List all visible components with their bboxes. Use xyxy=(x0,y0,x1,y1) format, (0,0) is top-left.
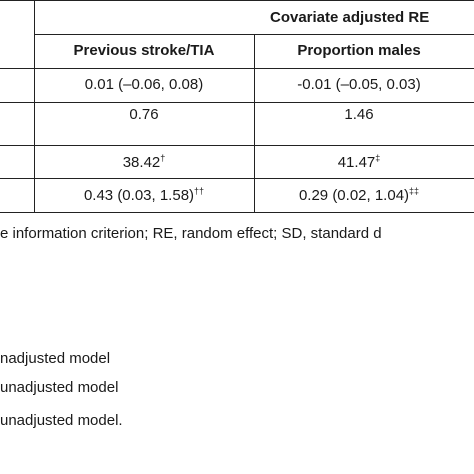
group-header: Covariate adjusted RE xyxy=(270,9,430,26)
table-cell: 41.47‡ xyxy=(337,153,381,172)
footnote-line: unadjusted model xyxy=(0,379,119,396)
column-header-proportion-males: Proportion males xyxy=(297,42,421,59)
abbreviations-footnote: e information criterion; RE, random effe… xyxy=(0,225,382,242)
table-cell: -0.01 (–0.05, 0.03) xyxy=(297,76,421,93)
footnote-line: nadjusted model xyxy=(0,350,111,367)
table-bottom-border xyxy=(0,212,474,213)
row-divider xyxy=(0,102,474,103)
row-divider xyxy=(0,145,474,146)
table-cell: 1.46 xyxy=(344,106,374,123)
table-top-border xyxy=(0,0,474,1)
column-header-previous-stroke: Previous stroke/TIA xyxy=(73,42,215,59)
column-divider xyxy=(34,0,35,213)
table-cell: 0.76 xyxy=(129,106,159,123)
header-bottom-border xyxy=(0,68,474,69)
table-cell: 38.42† xyxy=(122,153,166,172)
table-cell: 0.29 (0.02, 1.04)‡‡ xyxy=(298,186,420,205)
table-cell: 0.01 (–0.06, 0.08) xyxy=(84,76,204,93)
table-cell: 0.43 (0.03, 1.58)†† xyxy=(83,186,205,205)
footnote-line: unadjusted model. xyxy=(0,412,123,429)
column-divider xyxy=(254,34,255,213)
row-divider xyxy=(0,178,474,179)
